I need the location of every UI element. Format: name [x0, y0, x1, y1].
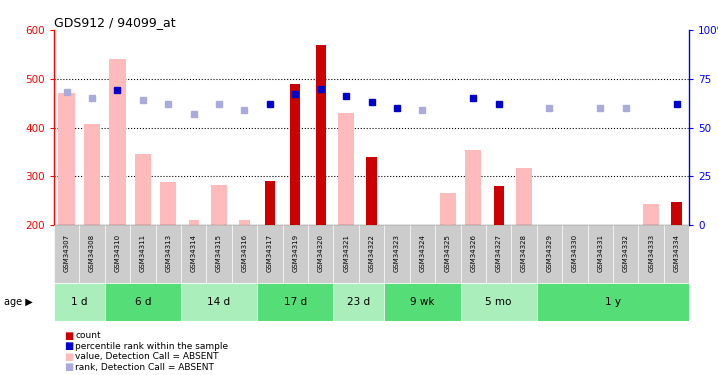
- Bar: [239, 220, 250, 225]
- Text: 14 d: 14 d: [208, 297, 230, 307]
- Bar: [105, 225, 130, 283]
- Bar: [181, 225, 206, 283]
- Text: GSM34334: GSM34334: [673, 234, 679, 272]
- Text: GSM34325: GSM34325: [445, 234, 451, 272]
- Bar: [130, 225, 156, 283]
- Bar: [265, 181, 275, 225]
- Text: GSM34320: GSM34320: [318, 234, 324, 272]
- Text: GSM34327: GSM34327: [495, 234, 502, 272]
- Text: GSM34333: GSM34333: [648, 234, 654, 272]
- Bar: [439, 194, 456, 225]
- Bar: [232, 225, 257, 283]
- Bar: [359, 225, 384, 283]
- Bar: [105, 283, 181, 321]
- Bar: [308, 225, 333, 283]
- Text: GSM34313: GSM34313: [165, 234, 171, 272]
- Bar: [79, 225, 105, 283]
- Text: age ▶: age ▶: [4, 297, 32, 307]
- Bar: [181, 283, 257, 321]
- Bar: [562, 225, 587, 283]
- Bar: [338, 113, 355, 225]
- Bar: [410, 225, 435, 283]
- Text: GSM34316: GSM34316: [241, 234, 248, 272]
- Bar: [435, 225, 460, 283]
- Text: GSM34315: GSM34315: [216, 234, 222, 272]
- Text: ■: ■: [65, 352, 74, 362]
- Bar: [384, 225, 410, 283]
- Text: GSM34311: GSM34311: [140, 234, 146, 272]
- Bar: [54, 283, 105, 321]
- Text: GSM34322: GSM34322: [368, 234, 375, 272]
- Text: 6 d: 6 d: [134, 297, 151, 307]
- Bar: [664, 225, 689, 283]
- Bar: [257, 225, 283, 283]
- Bar: [516, 168, 532, 225]
- Text: GSM34326: GSM34326: [470, 234, 476, 272]
- Text: GSM34317: GSM34317: [267, 234, 273, 272]
- Bar: [333, 225, 359, 283]
- Text: rank, Detection Call = ABSENT: rank, Detection Call = ABSENT: [75, 363, 214, 372]
- Bar: [460, 283, 537, 321]
- Bar: [443, 196, 453, 225]
- Text: 17 d: 17 d: [284, 297, 307, 307]
- Bar: [366, 157, 377, 225]
- Bar: [460, 225, 486, 283]
- Text: ■: ■: [65, 362, 74, 372]
- Bar: [257, 283, 333, 321]
- Text: 23 d: 23 d: [348, 297, 370, 307]
- Text: GSM34331: GSM34331: [597, 234, 603, 272]
- Text: ■: ■: [65, 341, 74, 351]
- Bar: [109, 59, 126, 225]
- Bar: [214, 220, 224, 225]
- Bar: [638, 225, 664, 283]
- Bar: [54, 225, 79, 283]
- Text: 1 d: 1 d: [71, 297, 88, 307]
- Text: value, Detection Call = ABSENT: value, Detection Call = ABSENT: [75, 352, 219, 361]
- Bar: [160, 182, 177, 225]
- Text: 9 wk: 9 wk: [410, 297, 434, 307]
- Text: count: count: [75, 331, 101, 340]
- Text: 1 y: 1 y: [605, 297, 621, 307]
- Bar: [613, 225, 638, 283]
- Bar: [156, 225, 181, 283]
- Text: ■: ■: [65, 331, 74, 340]
- Text: GSM34330: GSM34330: [572, 234, 578, 272]
- Bar: [189, 220, 199, 225]
- Bar: [511, 225, 537, 283]
- Text: GSM34328: GSM34328: [521, 234, 527, 272]
- Text: GSM34310: GSM34310: [114, 234, 121, 272]
- Text: GSM34314: GSM34314: [191, 234, 197, 272]
- Text: GSM34319: GSM34319: [292, 234, 298, 272]
- Bar: [643, 204, 659, 225]
- Bar: [316, 45, 326, 225]
- Bar: [537, 225, 562, 283]
- Text: GSM34323: GSM34323: [394, 234, 400, 272]
- Bar: [134, 154, 151, 225]
- Bar: [587, 225, 613, 283]
- Bar: [333, 283, 384, 321]
- Text: GSM34329: GSM34329: [546, 234, 552, 272]
- Text: GDS912 / 94099_at: GDS912 / 94099_at: [54, 16, 175, 29]
- Text: GSM34321: GSM34321: [343, 234, 349, 272]
- Bar: [283, 225, 308, 283]
- Text: 5 mo: 5 mo: [485, 297, 512, 307]
- Text: GSM34332: GSM34332: [623, 234, 629, 272]
- Bar: [206, 225, 232, 283]
- Bar: [537, 283, 689, 321]
- Text: percentile rank within the sample: percentile rank within the sample: [75, 342, 228, 351]
- Bar: [211, 184, 228, 225]
- Bar: [671, 202, 681, 225]
- Bar: [465, 150, 482, 225]
- Text: GSM34308: GSM34308: [89, 234, 95, 272]
- Bar: [384, 283, 460, 321]
- Bar: [493, 186, 504, 225]
- Bar: [84, 124, 101, 225]
- Text: GSM34324: GSM34324: [419, 234, 425, 272]
- Bar: [58, 93, 75, 225]
- Bar: [486, 225, 511, 283]
- Text: GSM34307: GSM34307: [64, 234, 70, 272]
- Bar: [290, 84, 300, 225]
